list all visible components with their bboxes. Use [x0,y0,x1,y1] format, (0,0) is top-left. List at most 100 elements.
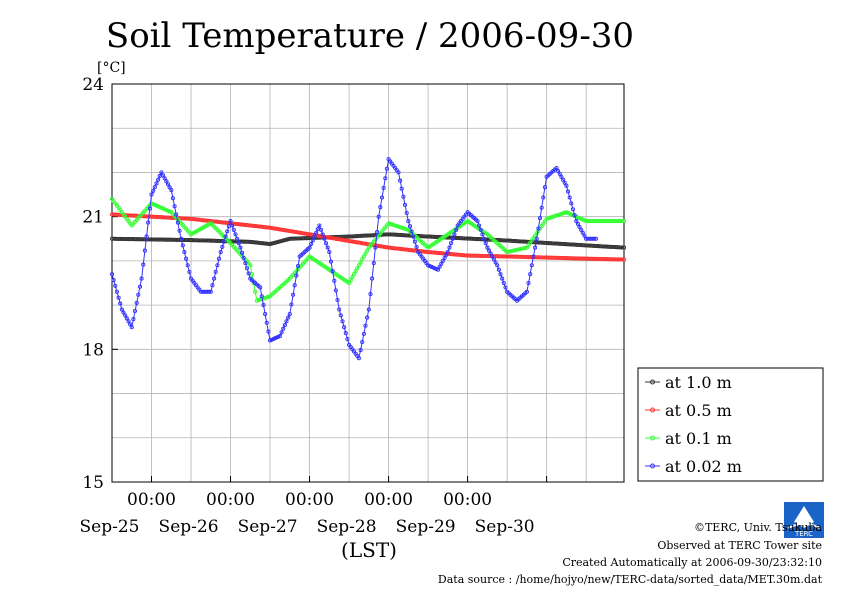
data-point [347,280,352,286]
data-point [358,348,363,353]
data-point [159,170,164,175]
data-point [322,236,327,241]
y-unit-label: [°C] [97,60,126,76]
data-point [182,249,187,255]
data-point [244,266,250,271]
data-point [488,251,493,256]
legend-swatch-marker [650,435,655,441]
data-point [238,245,243,250]
data-point [454,227,459,232]
footer-observed: Observed at TERC Tower site [657,539,822,552]
legend-items: at 1.0 m at 0.5 m at 0.1 m at 0.02 m [645,373,742,476]
legend-label: at 0.1 m [665,429,732,448]
data-point [565,189,571,194]
data-point [223,234,228,239]
data-point [452,232,457,237]
data-point [141,262,146,267]
data-point [131,317,136,322]
data-point [440,258,445,263]
data-point [151,188,156,193]
data-point [404,210,409,216]
data-point [264,320,269,325]
data-point [327,249,332,255]
data-point [539,205,544,210]
data-point [406,219,411,224]
x-axis-label: (LST) [341,538,397,562]
data-point [570,207,576,212]
data-point [569,201,574,206]
data-point [437,264,442,269]
data-point [495,263,500,268]
data-point [177,228,182,233]
data-point [215,263,220,268]
data-point [533,245,538,250]
data-point [235,236,240,241]
data-point [137,284,143,289]
data-point [480,232,485,237]
data-point [368,292,373,297]
data-point [491,257,496,262]
data-point [376,214,381,219]
data-point [187,269,192,274]
data-point [579,227,584,232]
data-point [409,229,414,234]
data-point [528,272,533,277]
data-point [149,192,154,197]
data-point [243,261,248,266]
data-point [350,275,355,280]
data-point [164,179,169,184]
footer-source: Data source : /home/hojyo/new/TERC-data/… [437,573,822,586]
data-point [524,289,529,294]
data-point [356,356,361,361]
data-point [142,248,147,253]
data-point [162,176,167,181]
x-tick-time-label: 00:00 [285,490,334,510]
data-point [287,311,292,317]
legend-label: at 1.0 m [665,373,732,392]
data-point [154,181,159,186]
data-point [207,289,212,294]
data-point [582,233,587,238]
y-axis-ticks: 15 18 21 24 [82,75,118,493]
data-point [447,245,452,250]
data-point [216,256,222,261]
legend-label: at 0.02 m [665,457,742,476]
data-point [567,195,572,200]
data-point [348,278,353,283]
data-point [478,227,483,232]
series-2 [109,196,627,303]
data-point [263,311,268,317]
data-point [449,241,454,246]
data-point [218,249,223,255]
data-point [241,255,246,260]
data-point [172,204,177,209]
data-point [294,273,299,278]
x-date-label: Sep-28 [317,517,377,537]
data-point [325,245,330,250]
data-point [253,289,258,294]
data-point [116,295,121,300]
data-point [412,239,417,244]
data-point [279,330,284,335]
data-point [295,263,301,269]
data-point [289,302,294,307]
y-tick-label: 18 [82,340,104,360]
data-point [114,289,119,294]
data-point [442,255,447,260]
x-tick-time-label: 00:00 [127,490,176,510]
data-point [220,244,225,249]
data-point [139,276,144,281]
data-point [355,266,360,271]
data-point [221,239,226,244]
data-point [592,236,597,241]
data-point [475,219,480,224]
data-point [314,230,319,235]
data-point [266,329,271,334]
data-point [230,223,235,228]
data-point [371,261,376,266]
series-line [111,198,624,302]
data-point [580,230,585,235]
data-point [407,224,413,229]
data-point [312,234,317,239]
y-tick-label: 24 [82,75,104,95]
